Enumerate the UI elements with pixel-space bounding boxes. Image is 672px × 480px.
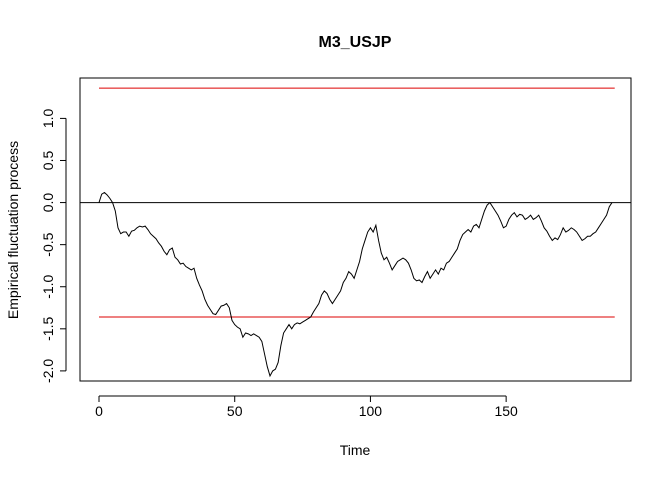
plot-box (79, 77, 632, 382)
fluctuation-process-line (98, 191, 613, 378)
y-axis: -2.0 -1.5 -1.0 -0.5 0.0 0.5 1.0 (40, 108, 67, 383)
x-tick-label: 0 (95, 403, 103, 419)
y-tick-label: -1.0 (40, 274, 56, 298)
y-tick-label: 0.0 (40, 193, 56, 213)
y-tick-label: 1.0 (40, 108, 56, 128)
x-axis: 0 50 100 150 (95, 395, 518, 419)
chart-title: M3_USJP (319, 34, 392, 51)
x-axis-label: Time (340, 442, 371, 458)
y-tick-label: -2.0 (40, 359, 56, 383)
x-tick-label: 150 (494, 403, 518, 419)
x-tick-label: 50 (227, 403, 243, 419)
y-axis-label: Empirical fluctuation process (5, 141, 21, 319)
x-tick-label: 100 (359, 403, 383, 419)
y-tick-label: 0.5 (40, 151, 56, 171)
y-tick-label: -1.5 (40, 317, 56, 341)
y-tick-label: -0.5 (40, 232, 56, 256)
